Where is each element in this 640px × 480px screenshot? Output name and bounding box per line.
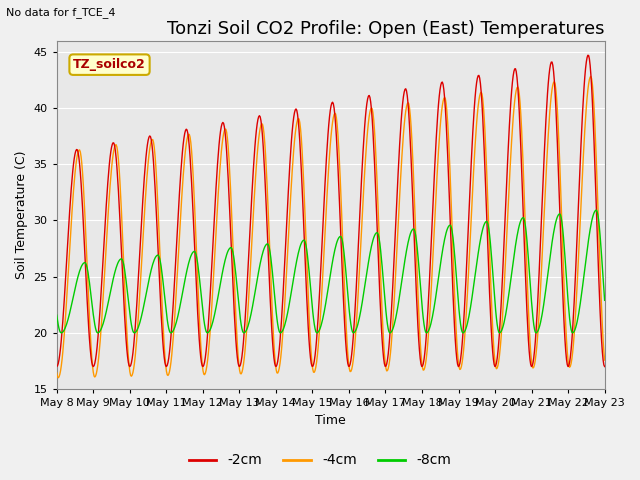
Legend: -2cm, -4cm, -8cm: -2cm, -4cm, -8cm [183,448,457,473]
-2cm [413,308,421,314]
-2cm [204,332,211,337]
-4cm [205,350,212,356]
-4cm [120,262,127,268]
Text: No data for f_TCE_4: No data for f_TCE_4 [6,7,116,18]
-4cm [53,370,61,376]
-8cm [63,321,70,327]
-8cm [459,330,467,336]
-4cm [601,357,609,363]
-8cm [175,310,182,315]
-8cm [397,282,405,288]
Line: -4cm: -4cm [57,76,605,378]
-4cm [398,153,406,159]
Y-axis label: Soil Temperature (C): Soil Temperature (C) [15,151,28,279]
-4cm [54,375,62,381]
-4cm [175,234,183,240]
Text: TZ_soilco2: TZ_soilco2 [73,58,146,71]
Line: -8cm: -8cm [57,210,605,333]
-2cm [119,282,127,288]
-8cm [593,207,600,213]
Line: -2cm: -2cm [57,55,605,367]
-8cm [204,330,211,336]
-4cm [63,285,71,290]
-8cm [601,298,609,303]
-2cm [175,204,182,210]
X-axis label: Time: Time [316,414,346,427]
-2cm [601,364,609,370]
-8cm [119,259,127,264]
-2cm [397,118,405,124]
Title: Tonzi Soil CO2 Profile: Open (East) Temperatures: Tonzi Soil CO2 Profile: Open (East) Temp… [166,20,604,38]
-8cm [413,244,421,250]
-2cm [584,52,592,58]
-2cm [53,364,61,370]
-4cm [587,73,595,79]
-8cm [53,312,61,318]
-2cm [63,258,70,264]
-4cm [414,290,422,296]
